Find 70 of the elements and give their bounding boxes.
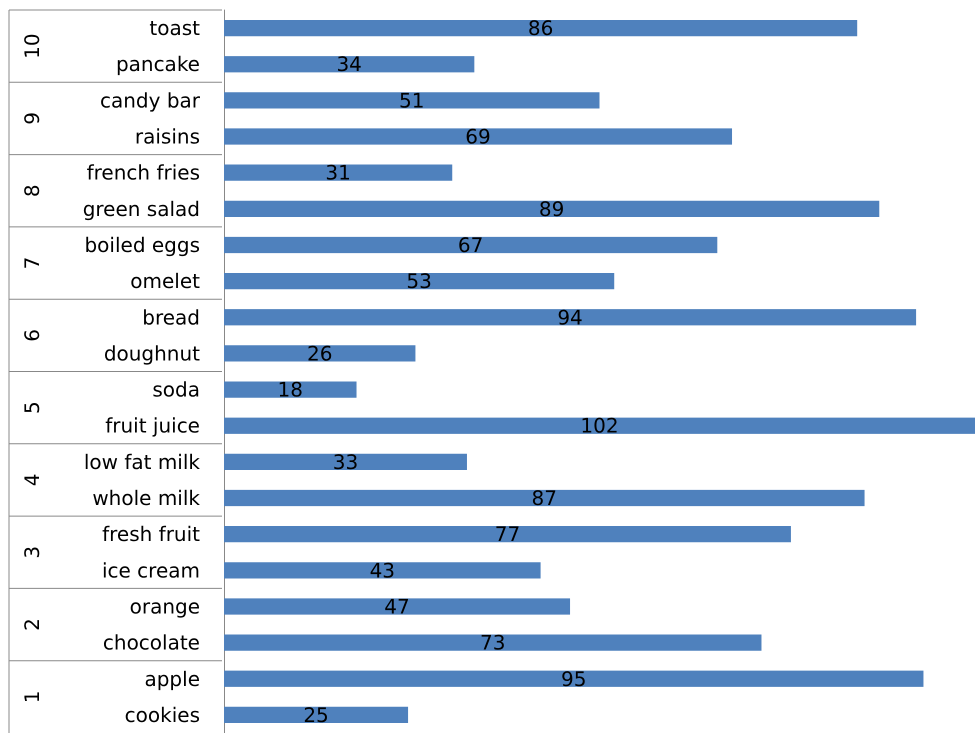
bar xyxy=(224,418,975,434)
bar xyxy=(224,272,614,290)
bar xyxy=(224,200,880,217)
bar xyxy=(224,309,916,326)
data-label: 26 xyxy=(306,341,332,366)
y-tick-label: chocolate xyxy=(102,630,200,655)
y-tick-label: pancake xyxy=(116,52,200,76)
bar xyxy=(224,164,452,181)
bar xyxy=(224,20,858,36)
text: 3 xyxy=(20,546,44,559)
bar xyxy=(224,236,718,254)
text: 2 xyxy=(20,618,44,631)
text: 8 xyxy=(20,184,44,198)
y-tick-label: low fat milk xyxy=(84,450,200,474)
bar xyxy=(224,598,570,615)
data-label: 86 xyxy=(528,16,554,40)
bar xyxy=(224,634,762,651)
bar xyxy=(224,56,474,72)
data-label: 73 xyxy=(480,630,506,655)
bar xyxy=(224,128,732,145)
y-tick-label: whole milk xyxy=(92,486,200,510)
bar xyxy=(224,526,791,542)
bar xyxy=(224,490,865,506)
data-label: 47 xyxy=(384,594,410,618)
data-label: 87 xyxy=(532,486,558,510)
data-label: 77 xyxy=(494,522,520,546)
text: 10 xyxy=(20,33,44,59)
y-tick-label: ice cream xyxy=(102,558,200,582)
data-label: 102 xyxy=(580,414,619,438)
data-label: 18 xyxy=(278,378,303,402)
y-tick-label: french fries xyxy=(86,160,200,185)
y-tick-label: soda xyxy=(152,378,200,402)
y-tick-label: fresh fruit xyxy=(102,522,200,546)
text: 1 xyxy=(20,690,44,704)
y-tick-label: doughnut xyxy=(104,341,200,366)
data-label: 94 xyxy=(557,305,583,330)
data-label: 33 xyxy=(332,450,358,474)
text: 9 xyxy=(20,112,44,125)
y-tick-label: candy bar xyxy=(100,88,201,112)
data-label: 43 xyxy=(370,558,396,582)
data-label: 25 xyxy=(303,702,329,727)
y-tick-label: omelet xyxy=(130,269,200,294)
bar xyxy=(224,92,600,109)
data-label: 51 xyxy=(399,88,424,112)
y-tick-label: raisins xyxy=(134,124,200,149)
bar xyxy=(224,381,357,398)
y-tick-label: boiled eggs xyxy=(84,232,200,257)
data-label: 53 xyxy=(406,269,432,294)
y-tick-label: green salad xyxy=(82,196,200,221)
data-label: 31 xyxy=(325,160,351,185)
data-label: 89 xyxy=(538,196,564,221)
y-tick-label: toast xyxy=(149,16,200,40)
y-tick-label: bread xyxy=(142,305,200,330)
y-tick-label: apple xyxy=(144,666,200,691)
bar xyxy=(224,345,416,362)
text: 5 xyxy=(20,401,44,414)
bar xyxy=(224,706,408,724)
data-label: 67 xyxy=(458,232,484,257)
bar xyxy=(224,562,541,578)
data-label: 34 xyxy=(336,52,362,76)
data-label: 69 xyxy=(465,124,491,149)
text: 4 xyxy=(20,474,44,486)
data-label: 95 xyxy=(561,666,586,691)
y-tick-label: orange xyxy=(130,594,200,618)
text: 6 xyxy=(20,328,44,342)
text: 7 xyxy=(20,256,44,270)
y-tick-label: cookies xyxy=(124,702,200,727)
bar xyxy=(224,670,924,687)
y-tick-label: fruit juice xyxy=(105,414,200,438)
bar xyxy=(224,454,467,470)
